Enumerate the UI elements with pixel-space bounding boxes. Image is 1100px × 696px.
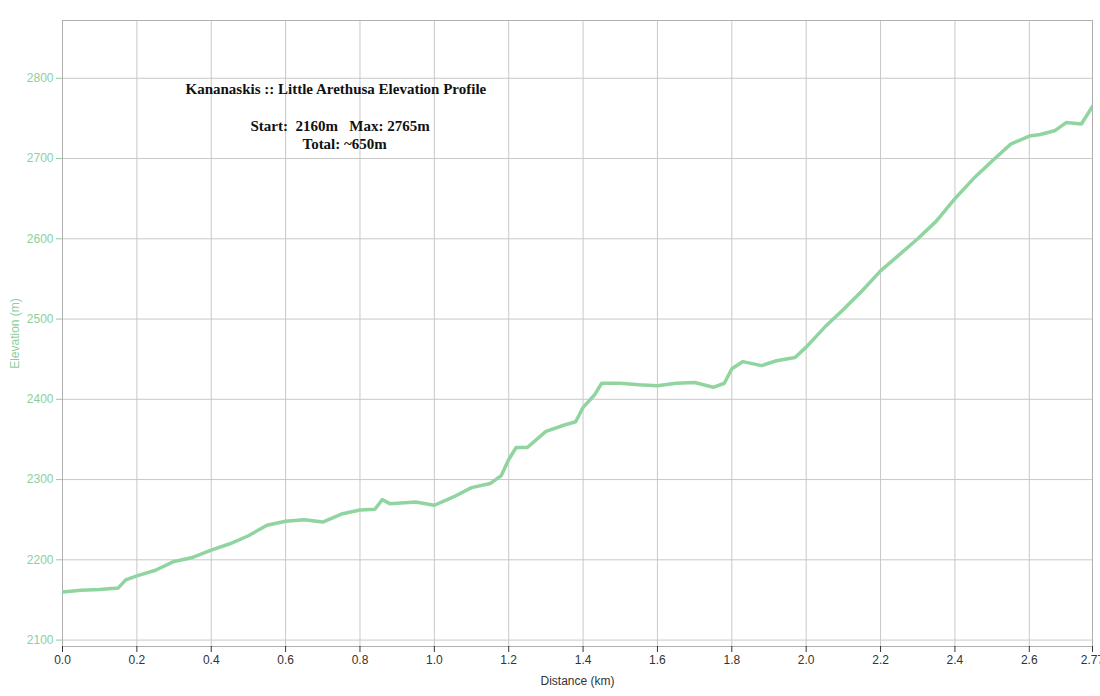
svg-text:Total: ~650m: Total: ~650m [303, 136, 388, 152]
svg-text:1.4: 1.4 [575, 653, 592, 667]
svg-text:0.2: 0.2 [129, 653, 146, 667]
svg-text:Start: 2160m Max: 2765m: Start: 2160m Max: 2765m [251, 118, 431, 134]
svg-text:2.77: 2.77 [1081, 653, 1100, 667]
svg-text:2500: 2500 [27, 312, 54, 326]
svg-text:0.8: 0.8 [352, 653, 369, 667]
svg-text:Kananaskis :: Little Arethusa: Kananaskis :: Little Arethusa Elevation … [186, 81, 487, 97]
svg-text:2.4: 2.4 [947, 653, 964, 667]
svg-text:2100: 2100 [27, 633, 54, 647]
svg-text:2.0: 2.0 [798, 653, 815, 667]
svg-text:2600: 2600 [27, 232, 54, 246]
svg-text:2400: 2400 [27, 392, 54, 406]
svg-text:0.4: 0.4 [203, 653, 220, 667]
svg-text:1.0: 1.0 [426, 653, 443, 667]
svg-text:Distance (km): Distance (km) [540, 674, 614, 688]
svg-text:2.2: 2.2 [872, 653, 889, 667]
svg-text:1.2: 1.2 [500, 653, 517, 667]
svg-text:Elevation (m): Elevation (m) [8, 298, 22, 369]
svg-text:2200: 2200 [27, 553, 54, 567]
svg-text:1.6: 1.6 [649, 653, 666, 667]
svg-text:1.8: 1.8 [723, 653, 740, 667]
svg-text:0.6: 0.6 [277, 653, 294, 667]
svg-text:2800: 2800 [27, 71, 54, 85]
svg-text:2300: 2300 [27, 472, 54, 486]
svg-text:2.6: 2.6 [1021, 653, 1038, 667]
svg-text:2700: 2700 [27, 151, 54, 165]
svg-text:0.0: 0.0 [54, 653, 71, 667]
